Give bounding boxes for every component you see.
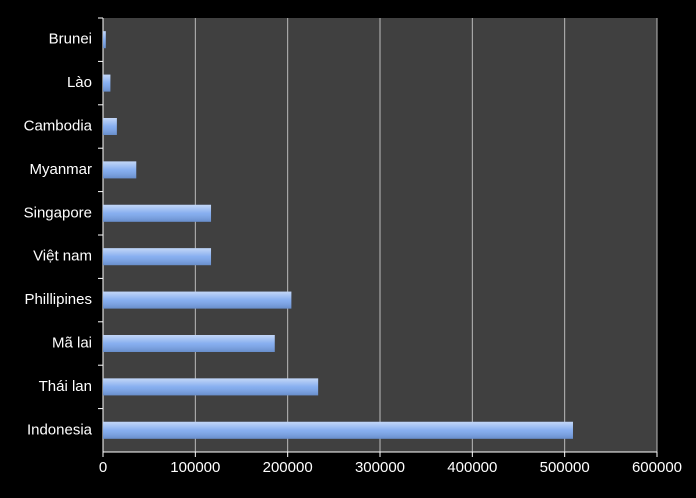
y-tick-label: Brunei — [49, 31, 92, 48]
x-tick-label: 200000 — [263, 459, 313, 476]
y-tick-label: Lào — [67, 74, 92, 91]
y-tick-label: Thái lan — [39, 378, 92, 395]
y-tick-label: Phillipines — [24, 291, 92, 308]
y-tick-label: Indonesia — [27, 421, 93, 438]
bar-shine — [103, 378, 319, 396]
bar-shine — [103, 31, 106, 49]
bar-shine — [103, 74, 111, 92]
x-tick-label: 600000 — [632, 459, 682, 476]
x-tick-label: 0 — [99, 459, 107, 476]
bar-shine — [103, 204, 212, 222]
y-tick-label: Singapore — [24, 204, 92, 221]
y-tick-label: Myanmar — [29, 161, 92, 178]
x-tick-label: 100000 — [170, 459, 220, 476]
bar-shine — [103, 118, 117, 135]
bar-shine — [103, 421, 573, 439]
x-tick-label: 400000 — [447, 459, 497, 476]
bar-shine — [103, 291, 292, 309]
bar-shine — [103, 335, 275, 352]
x-tick-label: 500000 — [540, 459, 590, 476]
bar-shine — [103, 248, 212, 266]
y-tick-label: Mã lai — [52, 334, 92, 351]
x-tick-label: 300000 — [355, 459, 405, 476]
y-tick-label: Việt nam — [33, 248, 92, 265]
y-tick-label: Cambodia — [24, 117, 93, 134]
bar-shine — [103, 161, 137, 179]
